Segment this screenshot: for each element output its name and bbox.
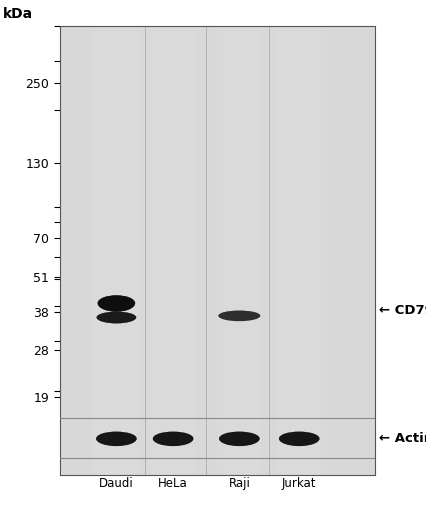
Ellipse shape bbox=[98, 295, 135, 312]
Bar bbox=[151, 26, 195, 475]
Text: Daudi: Daudi bbox=[99, 477, 134, 491]
Ellipse shape bbox=[96, 432, 137, 446]
Bar bbox=[94, 26, 138, 475]
Ellipse shape bbox=[153, 432, 193, 446]
Ellipse shape bbox=[98, 295, 135, 312]
Text: HeLa: HeLa bbox=[158, 477, 188, 491]
Bar bbox=[277, 26, 321, 475]
Ellipse shape bbox=[219, 432, 259, 446]
Ellipse shape bbox=[279, 432, 320, 446]
Ellipse shape bbox=[153, 432, 193, 446]
Text: ← CD79B: ← CD79B bbox=[379, 304, 426, 317]
Ellipse shape bbox=[97, 312, 136, 323]
Ellipse shape bbox=[97, 312, 136, 323]
Ellipse shape bbox=[219, 432, 259, 446]
Ellipse shape bbox=[219, 311, 260, 321]
Text: Jurkat: Jurkat bbox=[282, 477, 317, 491]
Ellipse shape bbox=[219, 311, 260, 321]
Ellipse shape bbox=[279, 432, 320, 446]
Ellipse shape bbox=[96, 432, 137, 446]
Text: ← Actin ~42 kDa: ← Actin ~42 kDa bbox=[379, 432, 426, 445]
Text: Raji: Raji bbox=[228, 477, 250, 491]
Bar bbox=[217, 26, 262, 475]
Text: kDa: kDa bbox=[3, 7, 33, 21]
